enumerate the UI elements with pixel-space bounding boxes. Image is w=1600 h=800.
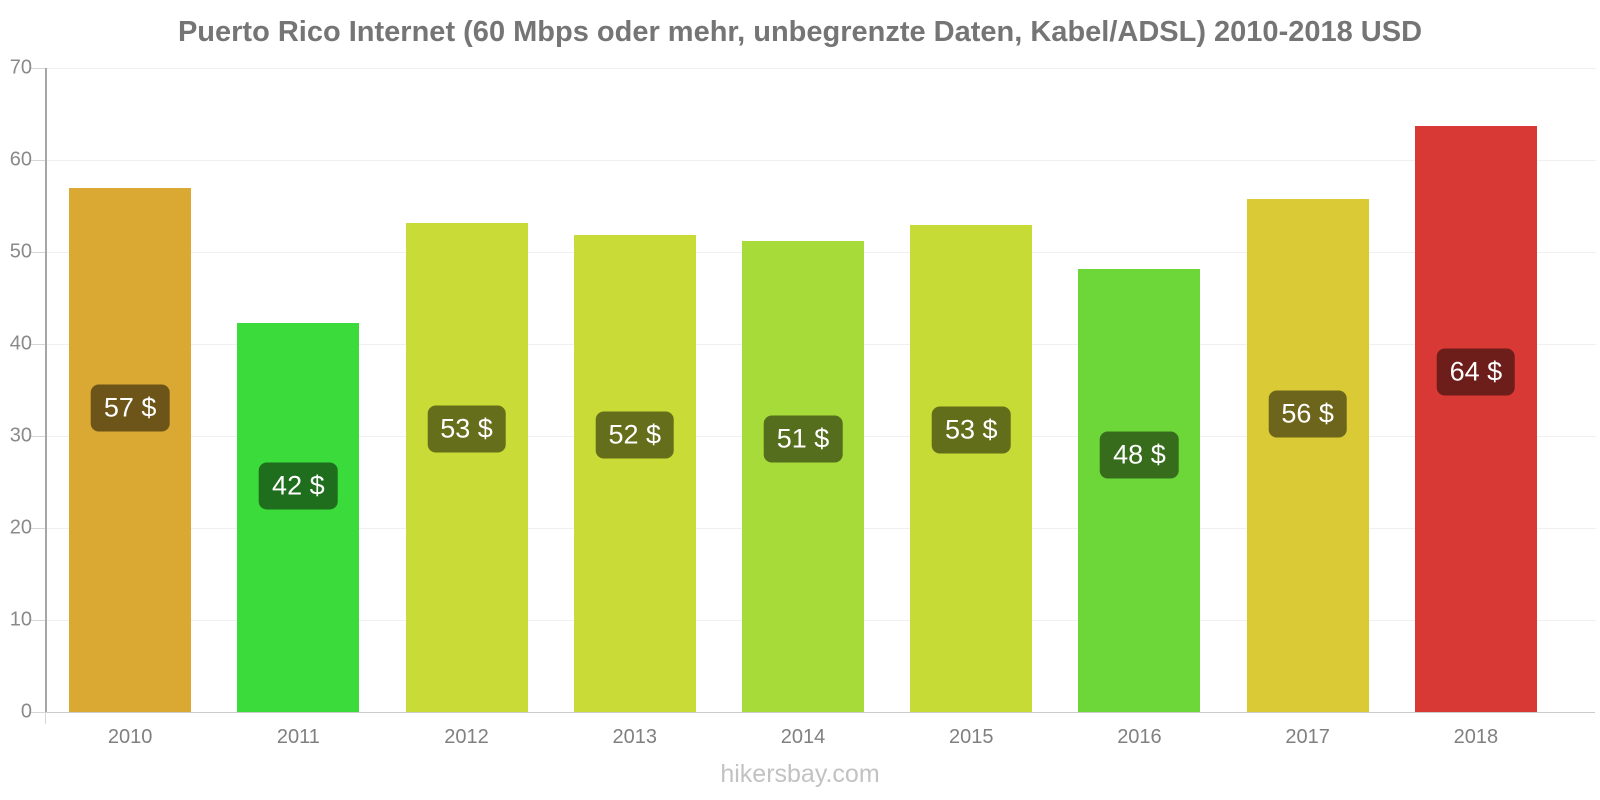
- bar-value-label-2011: 42 $: [259, 462, 338, 510]
- page-title: Puerto Rico Internet (60 Mbps oder mehr,…: [177, 16, 1423, 48]
- x-axis-label-2015: 2015: [948, 726, 994, 748]
- bar-value-label-2017: 56 $: [1268, 390, 1347, 438]
- y-axis-tick-label: 0: [20, 700, 32, 723]
- bar-value-label-2012: 53 $: [427, 405, 506, 453]
- y-axis-tick-label: 70: [9, 56, 32, 79]
- gridline: [46, 68, 1596, 69]
- x-axis-label-2012: 2012: [444, 726, 489, 748]
- y-axis-tick-label: 50: [9, 240, 32, 263]
- bar-2015[interactable]: [910, 225, 1033, 712]
- x-axis-label-2013: 2013: [612, 726, 658, 748]
- footer-watermark-link[interactable]: hikersbay.com: [720, 760, 880, 788]
- y-axis-line: [45, 68, 47, 712]
- y-axis-tick: [30, 344, 46, 345]
- bar-2014[interactable]: [742, 240, 864, 712]
- y-axis-tick-label: 20: [9, 516, 32, 539]
- y-axis-tick: [30, 528, 46, 529]
- bar-2011[interactable]: [237, 322, 360, 712]
- bar-2016[interactable]: [1078, 268, 1201, 712]
- bar-value-label-2014: 51 $: [763, 415, 843, 463]
- x-axis-label-2018: 2018: [1453, 726, 1499, 748]
- y-axis-tick: [30, 68, 46, 69]
- origin-tick: [45, 712, 46, 724]
- bar-value-label-2013: 52 $: [595, 411, 675, 459]
- bar-value-label-2018: 64 $: [1436, 348, 1516, 396]
- bar-value-label-2016: 48 $: [1100, 431, 1179, 479]
- y-axis-tick: [30, 436, 46, 437]
- bar-value-label-2015: 53 $: [931, 406, 1011, 454]
- bar-2010[interactable]: [69, 187, 192, 712]
- x-axis-label-2010: 2010: [107, 726, 153, 748]
- y-axis-tick-label: 40: [9, 332, 32, 355]
- bar-2012[interactable]: [405, 223, 528, 712]
- bar-2017[interactable]: [1246, 198, 1369, 712]
- bar-2018[interactable]: [1414, 125, 1537, 712]
- y-axis-tick: [30, 252, 46, 253]
- y-axis-tick-label: 30: [9, 424, 32, 447]
- bar-2013[interactable]: [573, 234, 696, 712]
- x-axis-line: [45, 712, 1595, 713]
- y-axis-tick: [30, 712, 46, 713]
- bar-value-label-2010: 57 $: [90, 384, 170, 432]
- x-axis-label-2016: 2016: [1117, 726, 1162, 748]
- x-axis-label-2011: 2011: [276, 726, 320, 748]
- x-axis-label-2017: 2017: [1285, 726, 1330, 748]
- y-axis-tick-label: 10: [9, 608, 32, 631]
- x-axis-label-2014: 2014: [780, 726, 826, 748]
- y-axis-tick: [30, 160, 46, 161]
- y-axis-tick-label: 60: [9, 148, 32, 171]
- y-axis-tick: [30, 620, 46, 621]
- gridline: [46, 160, 1596, 161]
